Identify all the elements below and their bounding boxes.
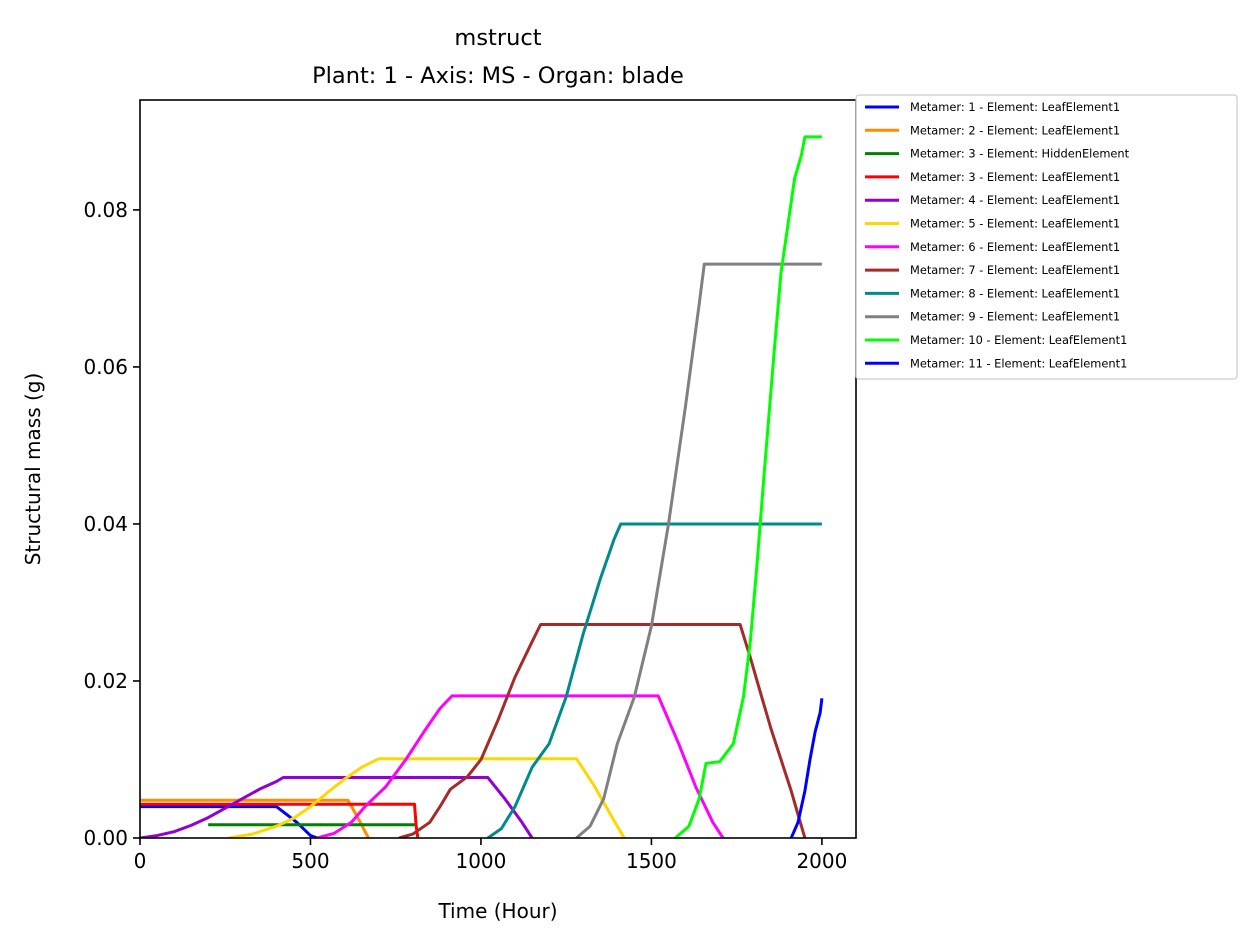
plot-frame [139, 99, 857, 839]
series-line-11 [674, 135, 822, 838]
series-line-8 [398, 623, 807, 838]
x-tick-label: 500 [291, 849, 329, 873]
series-line-7 [316, 694, 725, 838]
legend-entry-label: Metamer: 6 - Element: LeafElement1 [910, 240, 1120, 254]
legend-entry-label: Metamer: 3 - Element: HiddenElement [910, 147, 1130, 161]
axes: 0 500 1000 1500 2000 0.00 0.02 0.04 0.06 0.08 [83, 99, 857, 873]
plot-lines [140, 135, 824, 838]
legend-entry-label: Metamer: 5 - Element: LeafElement1 [910, 217, 1120, 231]
y-tick-label: 0.06 [83, 355, 128, 379]
x-tick-label: 2000 [796, 849, 847, 873]
series-line-2 [140, 798, 370, 838]
legend-entry-label: Metamer: 7 - Element: LeafElement1 [910, 263, 1120, 277]
y-tick-label: 0.02 [83, 669, 128, 693]
series-line-12 [789, 698, 824, 838]
x-tick-label: 0 [134, 849, 147, 873]
x-tick-label: 1500 [626, 849, 677, 873]
legend-entry-label: Metamer: 11 - Element: LeafElement1 [910, 356, 1127, 370]
legend-frame [855, 94, 1238, 380]
legend-entry-label: Metamer: 8 - Element: LeafElement1 [910, 286, 1120, 300]
series-line-9 [486, 522, 822, 838]
series-line-5 [140, 776, 534, 838]
y-tick-label: 0.00 [83, 826, 128, 850]
x-axis-label: Time (Hour) [437, 899, 557, 923]
series-line-10 [575, 262, 822, 838]
legend: Metamer: 1 - Element: LeafElement1 Metame… [855, 94, 1238, 380]
y-tick-label: 0.04 [83, 512, 128, 536]
legend-entry-label: Metamer: 10 - Element: LeafElement1 [910, 333, 1127, 347]
legend-entry-label: Metamer: 2 - Element: LeafElement1 [910, 123, 1120, 137]
x-tick-label: 1000 [455, 849, 506, 873]
y-axis-label: Structural mass (g) [21, 373, 45, 566]
legend-entry-label: Metamer: 4 - Element: LeafElement1 [910, 193, 1120, 207]
y-tick-label: 0.08 [83, 198, 128, 222]
legend-entry-label: Metamer: 3 - Element: LeafElement1 [910, 170, 1120, 184]
chart-subtitle: Plant: 1 - Axis: MS - Organ: blade [312, 63, 684, 89]
series-line-6 [228, 757, 626, 838]
legend-entry-label: Metamer: 9 - Element: LeafElement1 [910, 310, 1120, 324]
legend-entry-label: Metamer: 1 - Element: LeafElement1 [910, 100, 1120, 114]
chart-title: mstruct [454, 25, 541, 51]
